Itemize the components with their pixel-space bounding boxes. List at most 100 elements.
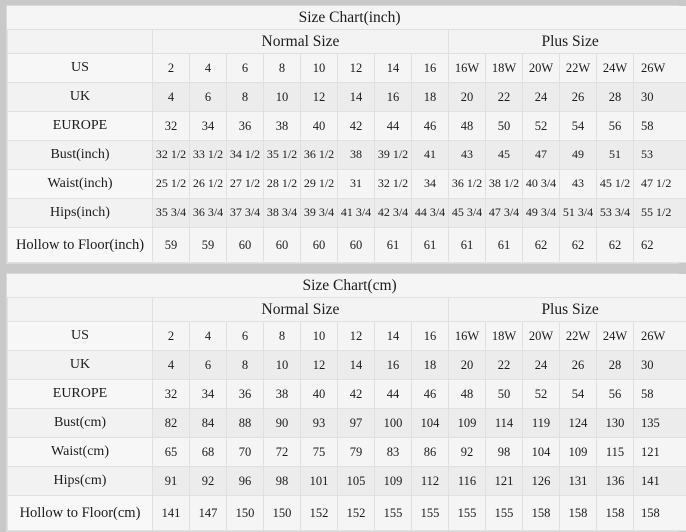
cell-value: 12 <box>301 351 338 380</box>
cell-value: 45 1/2 <box>597 170 634 199</box>
cell-value: 56 <box>597 380 634 409</box>
row-label-waist: Waist(cm) <box>8 438 153 467</box>
cell-value: 93 <box>301 409 338 438</box>
cell-value: 30 <box>634 83 686 112</box>
cell-value: 24W <box>597 322 634 351</box>
cell-value: 37 3/4 <box>227 199 264 228</box>
table-row: Hollow to Floor(cm) 141 147 150 150 152 … <box>8 496 686 531</box>
cell-value: 155 <box>449 496 486 531</box>
table-row: Bust(cm) 82 84 88 90 93 97 100 104 109 1… <box>8 409 686 438</box>
row-label-hips: Hips(inch) <box>8 199 153 228</box>
cell-value: 119 <box>523 409 560 438</box>
table-row: US 2 4 6 8 10 12 14 16 16W 18W 20W 22W 2… <box>8 54 686 83</box>
cell-value: 29 1/2 <box>301 170 338 199</box>
cell-value: 26W <box>634 322 686 351</box>
cell-value: 18 <box>412 351 449 380</box>
cell-value: 22W <box>560 54 597 83</box>
cell-value: 48 <box>449 380 486 409</box>
cell-value: 53 3/4 <box>597 199 634 228</box>
table-row: Waist(inch) 25 1/2 26 1/2 27 1/2 28 1/2 … <box>8 170 686 199</box>
cell-value: 24 <box>523 83 560 112</box>
cell-value: 135 <box>634 409 686 438</box>
cell-value: 112 <box>412 467 449 496</box>
cell-value: 42 3/4 <box>375 199 412 228</box>
cell-value: 32 1/2 <box>375 170 412 199</box>
chart-title-row: Size Chart(inch) <box>8 6 686 30</box>
cell-value: 16 <box>412 322 449 351</box>
cell-value: 18W <box>486 54 523 83</box>
cell-value: 155 <box>486 496 523 531</box>
cell-value: 36 1/2 <box>449 170 486 199</box>
row-label-europe: EUROPE <box>8 380 153 409</box>
cell-value: 55 1/2 <box>634 199 686 228</box>
cell-value: 62 <box>597 228 634 263</box>
cell-value: 28 <box>597 83 634 112</box>
row-label-hips: Hips(cm) <box>8 467 153 496</box>
cell-value: 6 <box>190 83 227 112</box>
row-label-waist: Waist(inch) <box>8 170 153 199</box>
cell-value: 22 <box>486 351 523 380</box>
cell-value: 22 <box>486 83 523 112</box>
row-label-bust: Bust(inch) <box>8 141 153 170</box>
cell-value: 35 1/2 <box>264 141 301 170</box>
cell-value: 22W <box>560 322 597 351</box>
cell-value: 6 <box>190 351 227 380</box>
group-row-corner <box>8 30 153 54</box>
cell-value: 26W <box>634 54 686 83</box>
row-label-hollow-to-floor: Hollow to Floor(inch) <box>8 228 153 263</box>
cell-value: 8 <box>264 322 301 351</box>
cell-value: 16 <box>412 54 449 83</box>
cell-value: 54 <box>560 380 597 409</box>
cell-value: 40 <box>301 380 338 409</box>
cell-value: 34 <box>190 112 227 141</box>
cell-value: 38 1/2 <box>486 170 523 199</box>
table-row: EUROPE 32 34 36 38 40 42 44 46 48 50 52 … <box>8 380 686 409</box>
chart-title-row: Size Chart(cm) <box>8 274 686 298</box>
row-label-us: US <box>8 54 153 83</box>
cell-value: 75 <box>301 438 338 467</box>
cell-value: 26 1/2 <box>190 170 227 199</box>
cell-value: 131 <box>560 467 597 496</box>
cell-value: 62 <box>560 228 597 263</box>
cell-value: 41 <box>412 141 449 170</box>
size-chart-inch-block: Size Chart(inch) Normal Size Plus Size U… <box>6 5 679 264</box>
cell-value: 12 <box>338 54 375 83</box>
cell-value: 32 <box>153 112 190 141</box>
cell-value: 12 <box>338 322 375 351</box>
table-row: Bust(inch) 32 1/2 33 1/2 34 1/2 35 1/2 3… <box>8 141 686 170</box>
cell-value: 109 <box>560 438 597 467</box>
cell-value: 18W <box>486 322 523 351</box>
group-row-corner <box>8 298 153 322</box>
cell-value: 104 <box>523 438 560 467</box>
size-chart-cm-block: Size Chart(cm) Normal Size Plus Size US … <box>6 273 679 532</box>
cell-value: 51 <box>597 141 634 170</box>
cell-value: 31 <box>338 170 375 199</box>
cell-value: 24 <box>523 351 560 380</box>
cell-value: 6 <box>227 54 264 83</box>
cell-value: 32 <box>153 380 190 409</box>
cell-value: 14 <box>375 322 412 351</box>
cell-value: 70 <box>227 438 264 467</box>
cell-value: 52 <box>523 112 560 141</box>
cell-value: 98 <box>486 438 523 467</box>
chart-title: Size Chart(inch) <box>8 6 686 30</box>
cell-value: 47 1/2 <box>634 170 686 199</box>
cell-value: 36 3/4 <box>190 199 227 228</box>
cell-value: 155 <box>375 496 412 531</box>
table-row: Hips(cm) 91 92 96 98 101 105 109 112 116… <box>8 467 686 496</box>
group-plus-size: Plus Size <box>449 298 686 322</box>
cell-value: 10 <box>301 54 338 83</box>
cell-value: 98 <box>264 467 301 496</box>
cell-value: 62 <box>523 228 560 263</box>
cell-value: 44 <box>375 380 412 409</box>
cell-value: 58 <box>634 380 686 409</box>
cell-value: 91 <box>153 467 190 496</box>
cell-value: 16 <box>375 83 412 112</box>
row-label-uk: UK <box>8 83 153 112</box>
cell-value: 50 <box>486 380 523 409</box>
cell-value: 155 <box>412 496 449 531</box>
cell-value: 45 3/4 <box>449 199 486 228</box>
cell-value: 39 1/2 <box>375 141 412 170</box>
cell-value: 25 1/2 <box>153 170 190 199</box>
